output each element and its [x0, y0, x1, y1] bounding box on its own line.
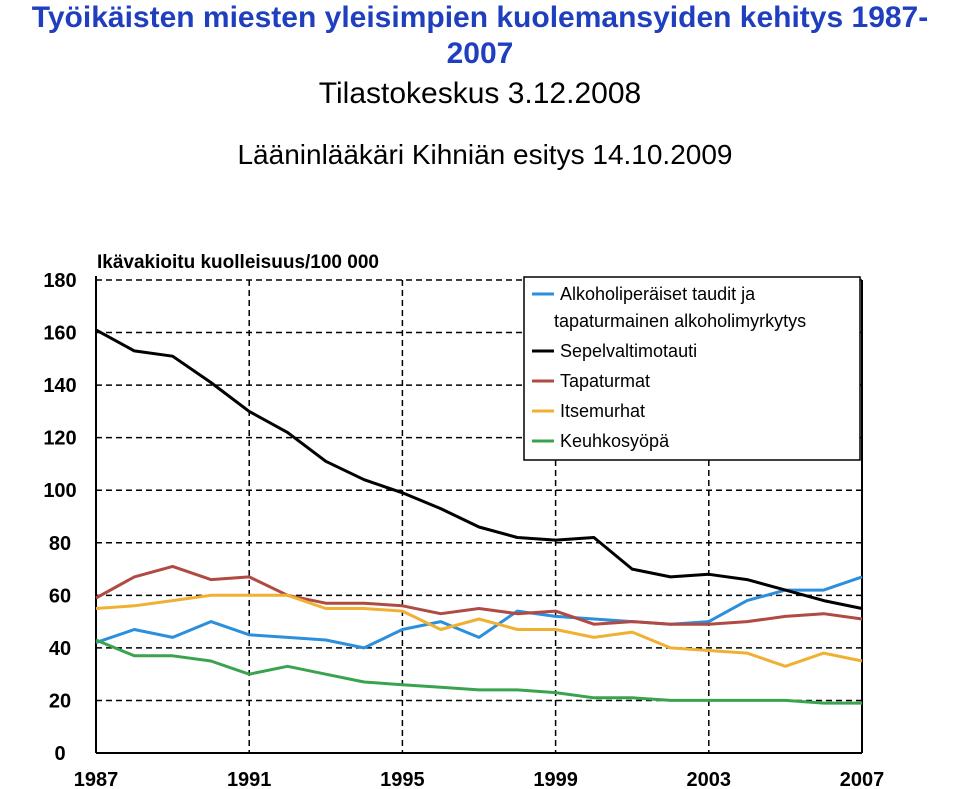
- y-tick-labels: 0 20 40 60 80 100 120 140 160 180: [43, 270, 76, 765]
- series-line: [95, 593, 863, 668]
- y-tick-label: 120: [43, 428, 76, 450]
- y-tick-label: 160: [43, 323, 76, 345]
- x-tick-label: 1991: [227, 769, 272, 789]
- legend-label: Sepelvaltimotauti: [560, 341, 697, 361]
- series-line: [95, 575, 863, 650]
- x-tick-labels: 1987 1991 1995 1999 2003 2007: [74, 769, 885, 789]
- series-line: [95, 564, 863, 626]
- series-line: [95, 638, 862, 705]
- legend-label: Tapaturmat: [560, 371, 650, 391]
- chart-title: Työikäisten miesten yleisimpien kuoleman…: [31, 1, 929, 70]
- legend-box: [523, 276, 861, 461]
- series-line: [95, 328, 863, 610]
- source-line: Tilastokeskus 3.12.2008: [318, 77, 642, 110]
- x-tick-label: 2007: [840, 769, 885, 789]
- x-tick-label: 2003: [687, 769, 732, 789]
- legend: Alkoholiperäiset taudit ja tapaturmainen …: [523, 276, 861, 461]
- legend-label: Alkoholiperäiset taudit ja: [560, 284, 756, 304]
- x-tick-label: 1987: [74, 769, 119, 789]
- y-tick-label: 40: [49, 638, 71, 660]
- series-lines: [95, 328, 863, 705]
- y-tick-label: 100: [43, 480, 76, 502]
- presenter-line: Lääninlääkäri Kihniän esitys 14.10.2009: [237, 139, 733, 170]
- legend-label: Keuhkosyöpä: [560, 431, 670, 451]
- legend-label: tapaturmainen alkoholimyrkytys: [554, 311, 806, 331]
- grid-lines: [96, 279, 862, 753]
- y-tick-label: 140: [43, 375, 76, 397]
- x-tick-label: 1999: [533, 769, 578, 789]
- y-tick-label: 80: [49, 533, 71, 555]
- y-tick-label: 180: [43, 270, 76, 292]
- legend-label: Itsemurhat: [560, 401, 645, 421]
- x-tick-label: 1995: [380, 769, 425, 789]
- axes: [95, 276, 863, 754]
- y-tick-label: 20: [49, 690, 71, 712]
- y-tick-label: 0: [54, 743, 65, 765]
- y-tick-label: 60: [49, 585, 71, 607]
- y-axis-label: Ikävakioitu kuolleisuus/100 000: [97, 252, 379, 273]
